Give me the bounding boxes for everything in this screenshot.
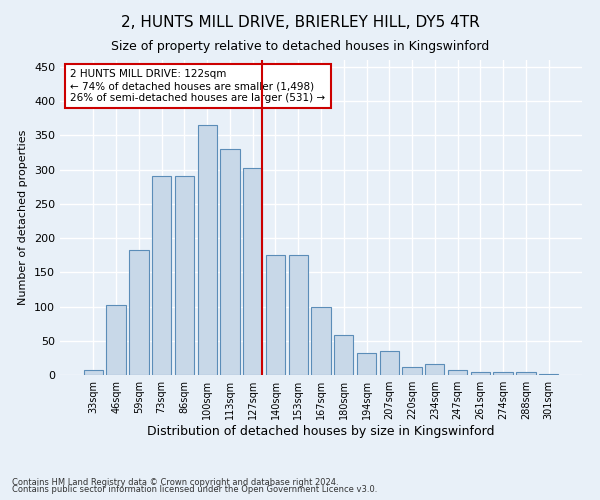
X-axis label: Distribution of detached houses by size in Kingswinford: Distribution of detached houses by size …: [147, 425, 495, 438]
Text: Contains HM Land Registry data © Crown copyright and database right 2024.: Contains HM Land Registry data © Crown c…: [12, 478, 338, 487]
Bar: [448, 370, 467, 375]
Bar: [311, 306, 331, 375]
Bar: [334, 336, 353, 375]
Bar: [289, 255, 308, 375]
Bar: [425, 364, 445, 375]
Text: Size of property relative to detached houses in Kingswinford: Size of property relative to detached ho…: [111, 40, 489, 53]
Bar: [539, 374, 558, 375]
Bar: [470, 372, 490, 375]
Bar: [380, 351, 399, 375]
Text: 2 HUNTS MILL DRIVE: 122sqm
← 74% of detached houses are smaller (1,498)
26% of s: 2 HUNTS MILL DRIVE: 122sqm ← 74% of deta…: [70, 70, 326, 102]
Bar: [175, 176, 194, 375]
Bar: [357, 353, 376, 375]
Y-axis label: Number of detached properties: Number of detached properties: [19, 130, 28, 305]
Bar: [516, 372, 536, 375]
Bar: [106, 305, 126, 375]
Bar: [220, 149, 239, 375]
Text: 2, HUNTS MILL DRIVE, BRIERLEY HILL, DY5 4TR: 2, HUNTS MILL DRIVE, BRIERLEY HILL, DY5 …: [121, 15, 479, 30]
Bar: [129, 250, 149, 375]
Bar: [197, 125, 217, 375]
Bar: [266, 255, 285, 375]
Bar: [493, 372, 513, 375]
Bar: [243, 168, 262, 375]
Bar: [152, 176, 172, 375]
Bar: [84, 370, 103, 375]
Text: Contains public sector information licensed under the Open Government Licence v3: Contains public sector information licen…: [12, 486, 377, 494]
Bar: [403, 367, 422, 375]
